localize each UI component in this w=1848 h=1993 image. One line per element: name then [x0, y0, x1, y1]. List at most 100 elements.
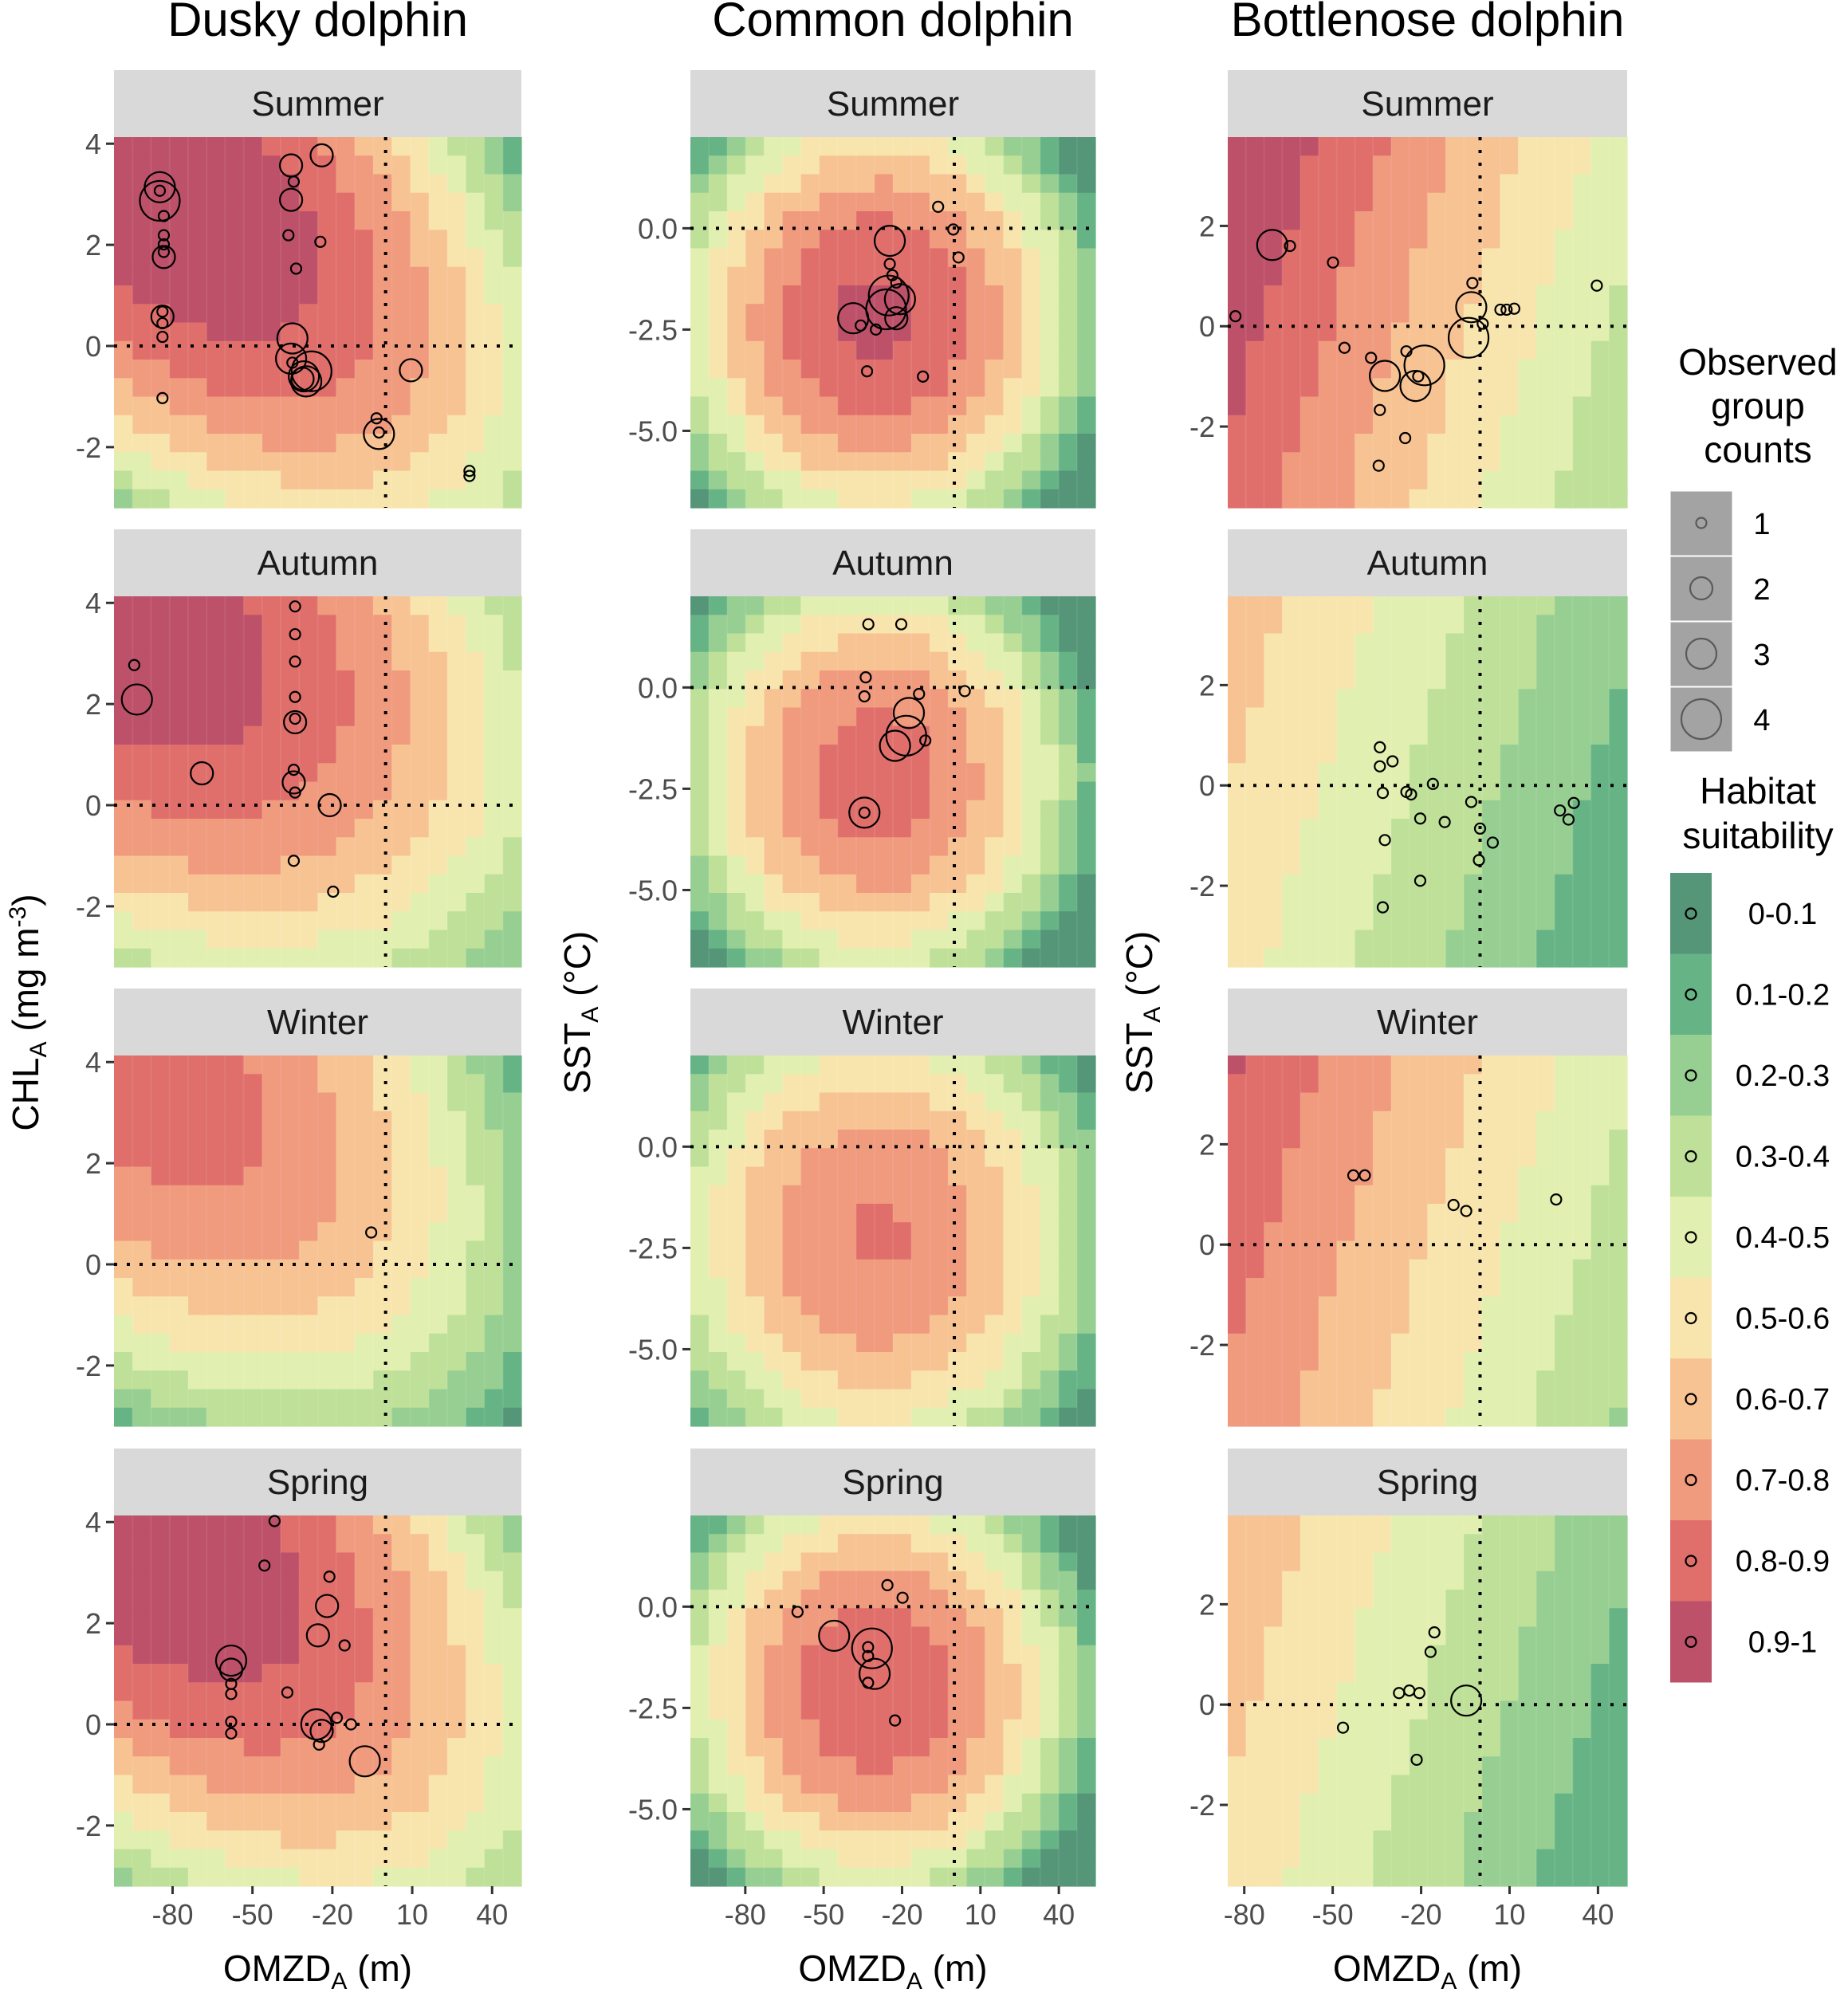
heat-cell	[690, 1552, 710, 1572]
heat-cell	[373, 322, 393, 342]
heat-cell	[261, 651, 281, 671]
heat-cell	[855, 1700, 875, 1720]
heat-cell	[261, 1370, 281, 1390]
heat-cell	[855, 1130, 875, 1149]
heat-cell	[1021, 1608, 1041, 1628]
heat-cell	[727, 285, 746, 305]
heat-cell	[1228, 1407, 1247, 1427]
heat-cell	[1481, 745, 1501, 764]
heat-cell	[893, 1055, 912, 1075]
heat-cell	[709, 1166, 728, 1186]
heat-cell	[1264, 1407, 1283, 1427]
heat-cell	[709, 489, 728, 509]
heat-cell	[243, 1370, 263, 1390]
heat-cell	[391, 1315, 411, 1335]
heat-cell	[391, 1812, 411, 1831]
observation-point	[330, 1712, 344, 1724]
heat-cell	[1245, 1074, 1265, 1094]
heat-cell	[1318, 725, 1338, 745]
heat-cell	[745, 230, 765, 250]
heat-cell	[1536, 855, 1555, 875]
heat-cell	[206, 1130, 226, 1149]
heat-cell	[1355, 230, 1374, 250]
heat-cell	[1040, 1830, 1060, 1850]
heat-cell	[299, 707, 319, 727]
heat-cell	[391, 745, 411, 764]
heat-cell	[466, 1682, 486, 1702]
heat-cell	[1076, 1590, 1096, 1609]
heat-cell	[782, 1333, 802, 1353]
heat-cell	[837, 1738, 857, 1757]
heat-cell	[391, 930, 411, 949]
heat-cell	[1300, 763, 1319, 783]
heat-cell	[225, 707, 245, 727]
heat-cell	[1355, 819, 1374, 838]
heat-cell	[391, 1664, 411, 1683]
heat-cell	[855, 304, 875, 324]
heat-cell	[114, 211, 133, 230]
heat-cell	[281, 322, 300, 342]
heat-cell	[1536, 781, 1555, 801]
heat-cell	[782, 1148, 802, 1168]
heat-cell	[1445, 285, 1465, 305]
heat-cell	[1336, 893, 1356, 912]
heat-cell	[1355, 930, 1374, 949]
heat-cell	[1282, 1148, 1301, 1168]
heat-cell	[727, 266, 746, 286]
heat-cell	[354, 1515, 374, 1535]
heat-cell	[985, 1315, 1005, 1335]
heat-cell	[336, 285, 356, 305]
heat-cell	[1058, 855, 1078, 875]
heat-cell	[428, 1552, 448, 1572]
heat-cell	[764, 1185, 784, 1205]
heat-cell	[317, 1775, 337, 1794]
heat-cell	[1445, 670, 1465, 690]
heat-cell	[1481, 633, 1501, 653]
heat-cell	[1058, 304, 1078, 324]
heat-cell	[484, 1534, 504, 1554]
heat-cell	[281, 211, 300, 230]
heat-cell	[690, 1389, 710, 1409]
heat-cell	[1040, 1590, 1060, 1609]
heat-cell	[169, 1315, 189, 1335]
x-tick-label: 10	[965, 1898, 997, 1931]
heat-cell	[447, 1608, 466, 1628]
heat-cell	[966, 670, 986, 690]
observation-point	[858, 690, 871, 703]
heat-cell	[206, 596, 226, 615]
heat-cell	[855, 1608, 875, 1628]
heat-cell	[1481, 670, 1501, 690]
heat-cell	[225, 1626, 245, 1646]
heat-cell	[1318, 689, 1338, 709]
heat-cell	[336, 1645, 356, 1665]
heat-cell	[985, 1719, 1005, 1739]
observation-point	[1438, 816, 1451, 828]
heat-cell	[855, 1775, 875, 1794]
heat-cell	[800, 322, 820, 342]
heat-cell	[299, 1278, 319, 1297]
heat-cell	[837, 837, 857, 857]
heat-cell	[1021, 1849, 1041, 1869]
heat-cell	[709, 1867, 728, 1887]
heat-cell	[727, 651, 746, 671]
heat-cell	[837, 763, 857, 783]
heat-cell	[206, 1830, 226, 1850]
heat-cell	[373, 230, 393, 250]
heat-cell	[1464, 651, 1483, 671]
heat-cell	[447, 1867, 466, 1887]
facet-strip	[690, 529, 1095, 596]
heat-cell	[373, 1296, 393, 1316]
heat-cell	[1058, 1315, 1078, 1335]
heat-cell	[187, 633, 207, 653]
y-tick-label: 2	[85, 1147, 101, 1180]
heat-cell	[484, 689, 504, 709]
observation-point	[862, 1641, 875, 1653]
heat-cell	[1536, 137, 1555, 156]
heat-cell	[1373, 707, 1392, 727]
heat-cell	[132, 1130, 152, 1149]
heat-cell	[1481, 396, 1501, 416]
heat-cell	[930, 1278, 949, 1297]
heat-cell	[354, 489, 374, 509]
heat-cell	[484, 1626, 504, 1646]
heat-cell	[911, 837, 930, 857]
